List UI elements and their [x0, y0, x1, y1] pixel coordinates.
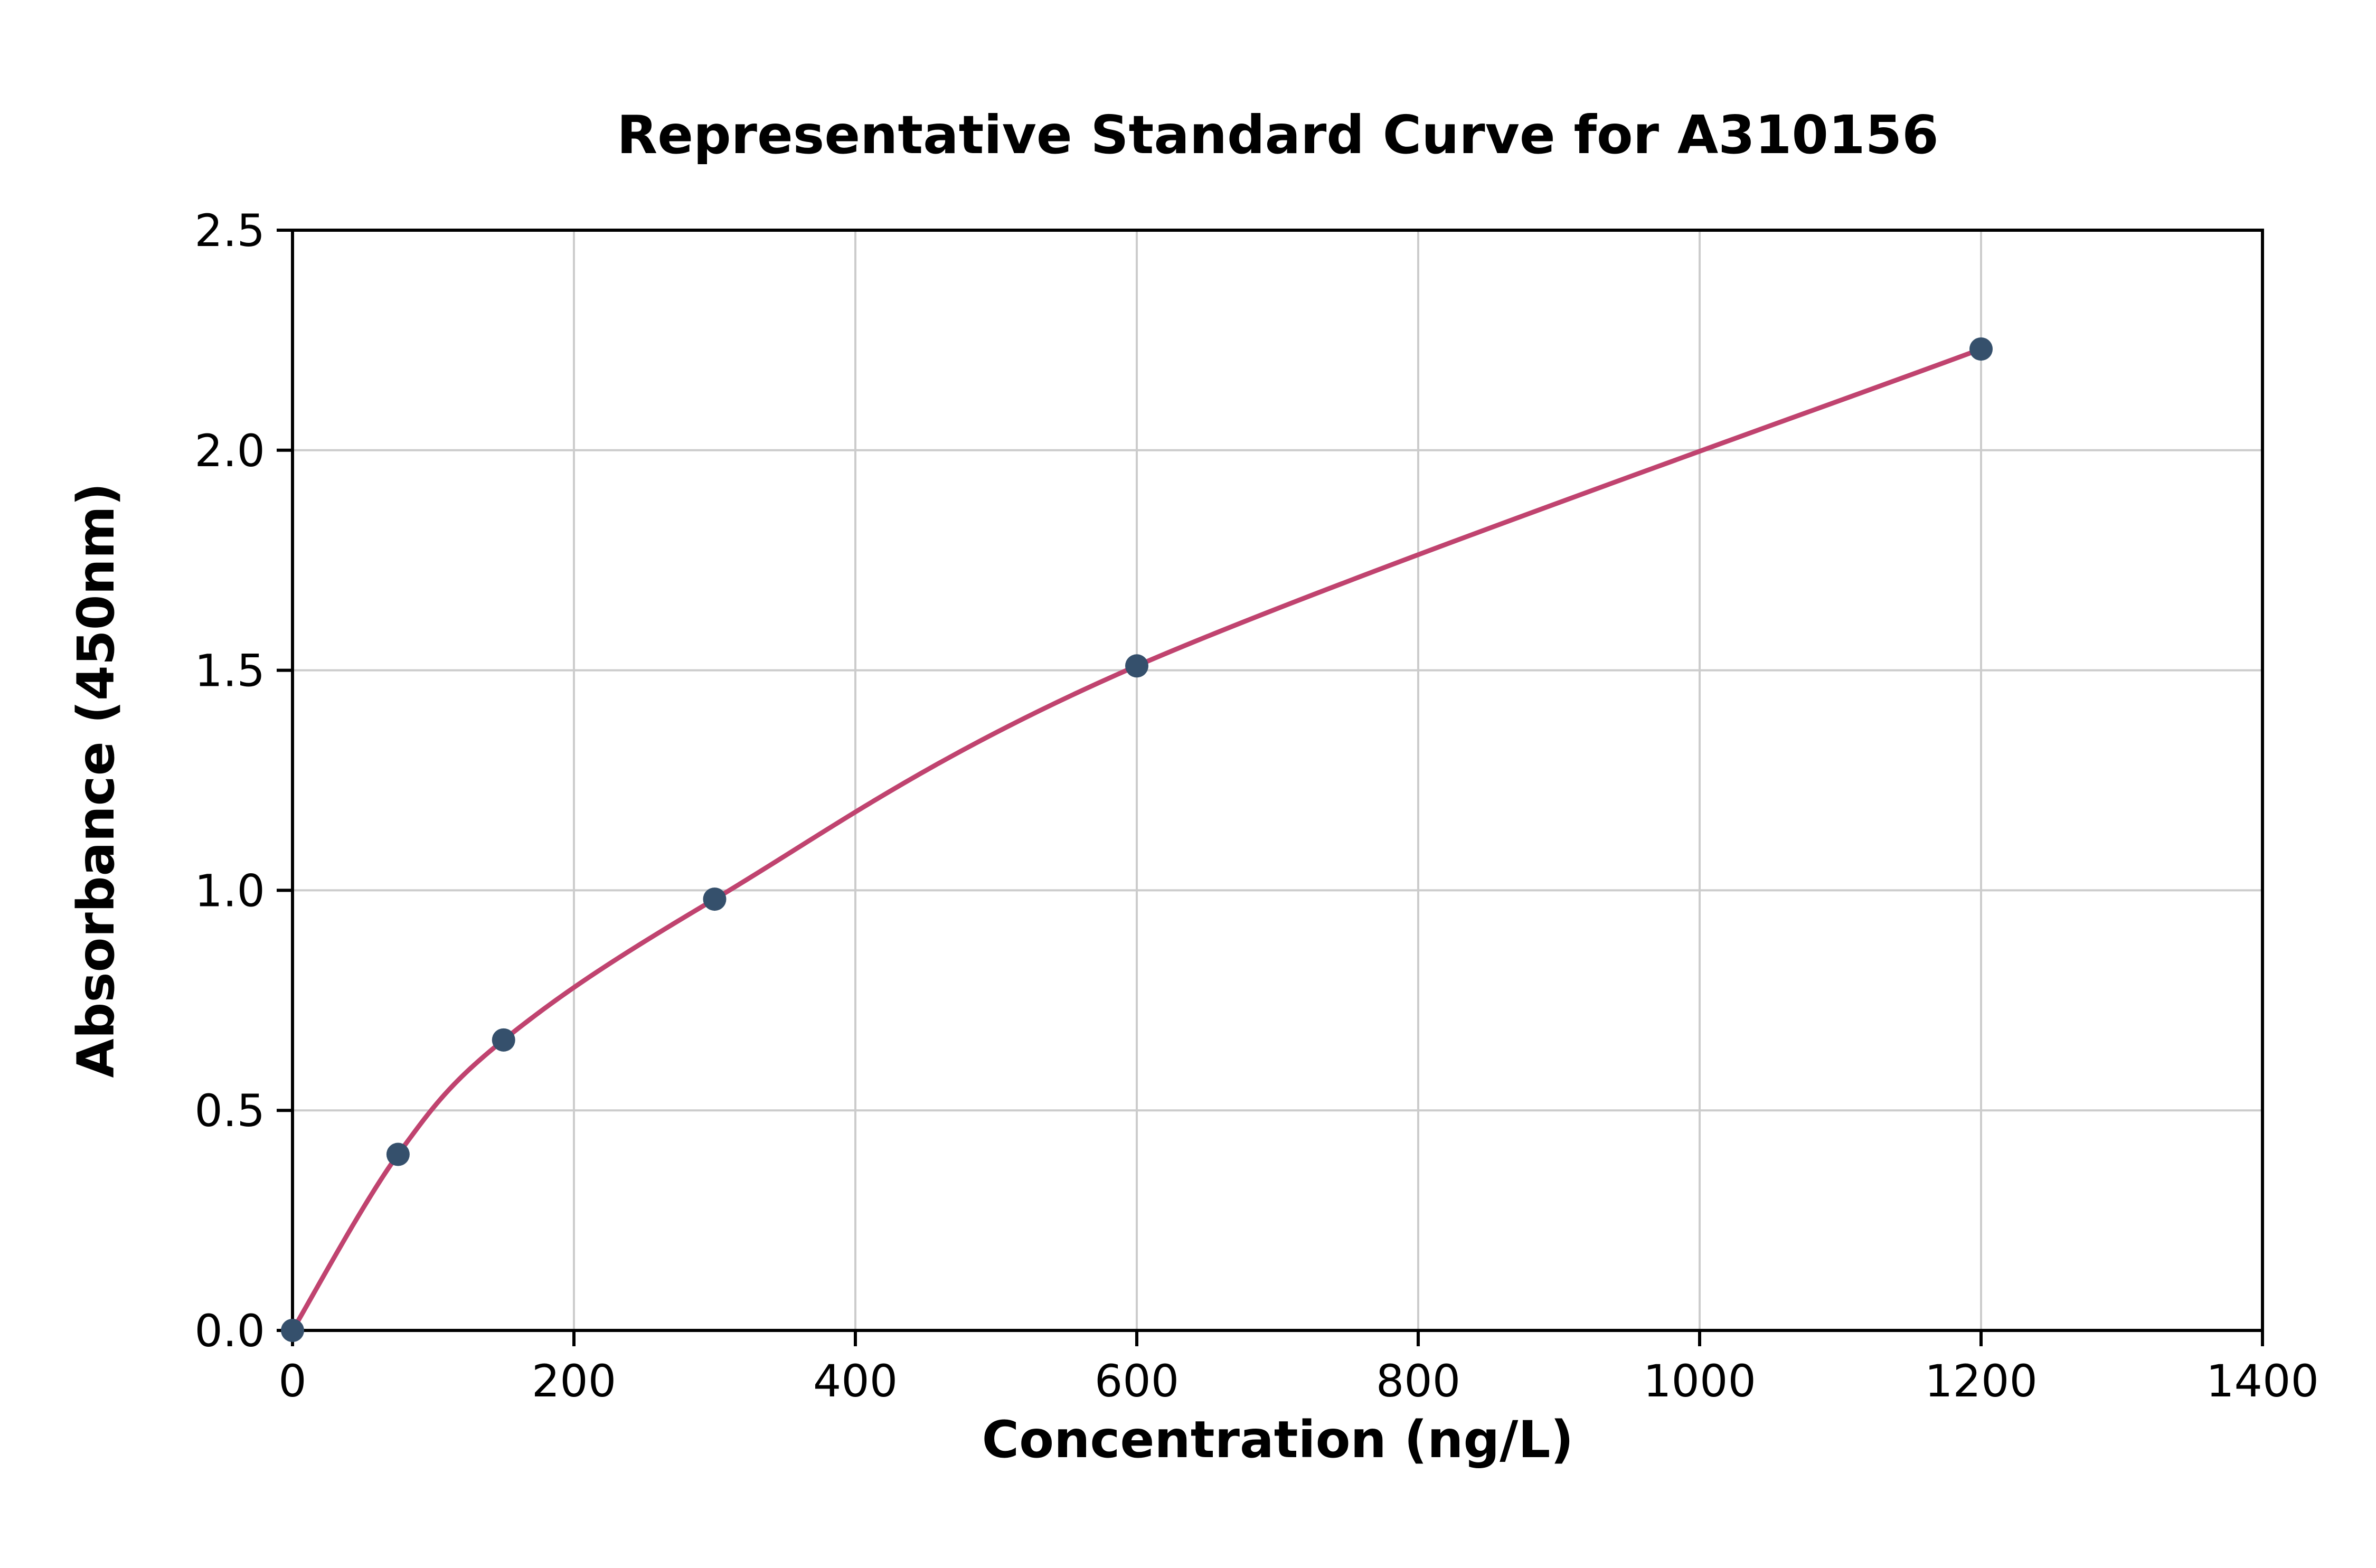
- y-tick-label: 0.5: [194, 1085, 265, 1137]
- y-tick-label: 2.0: [194, 425, 265, 477]
- x-axis-label: Concentration (ng/L): [982, 1410, 1574, 1469]
- x-tick-label: 600: [1095, 1355, 1179, 1407]
- x-tick-label: 1400: [2206, 1355, 2319, 1407]
- y-axis-label: Absorbance (450nm): [67, 483, 126, 1078]
- x-tick-label: 200: [532, 1355, 616, 1407]
- data-point: [492, 1028, 515, 1052]
- y-tick-label: 2.5: [194, 205, 265, 257]
- y-tick-label: 1.5: [194, 645, 265, 697]
- data-point: [1969, 337, 1993, 361]
- y-tick-label: 0.0: [194, 1305, 265, 1357]
- data-point: [281, 1319, 304, 1342]
- y-tick-label: 1.0: [194, 865, 265, 917]
- x-tick-label: 800: [1376, 1355, 1460, 1407]
- x-tick-label: 1200: [1925, 1355, 2038, 1407]
- data-point: [386, 1142, 410, 1166]
- chart-title: Representative Standard Curve for A31015…: [617, 104, 1938, 166]
- x-tick-label: 1000: [1643, 1355, 1756, 1407]
- plot-area: 0 200 400 600 800 1000 1200 1400 0.0 0.5 1.0 1.5 2.0…: [194, 205, 2318, 1407]
- data-point: [1125, 654, 1148, 678]
- plot-border: [291, 229, 2264, 1332]
- data-point: [703, 887, 727, 911]
- x-tick-label: 0: [278, 1355, 306, 1407]
- x-tick-label: 400: [813, 1355, 898, 1407]
